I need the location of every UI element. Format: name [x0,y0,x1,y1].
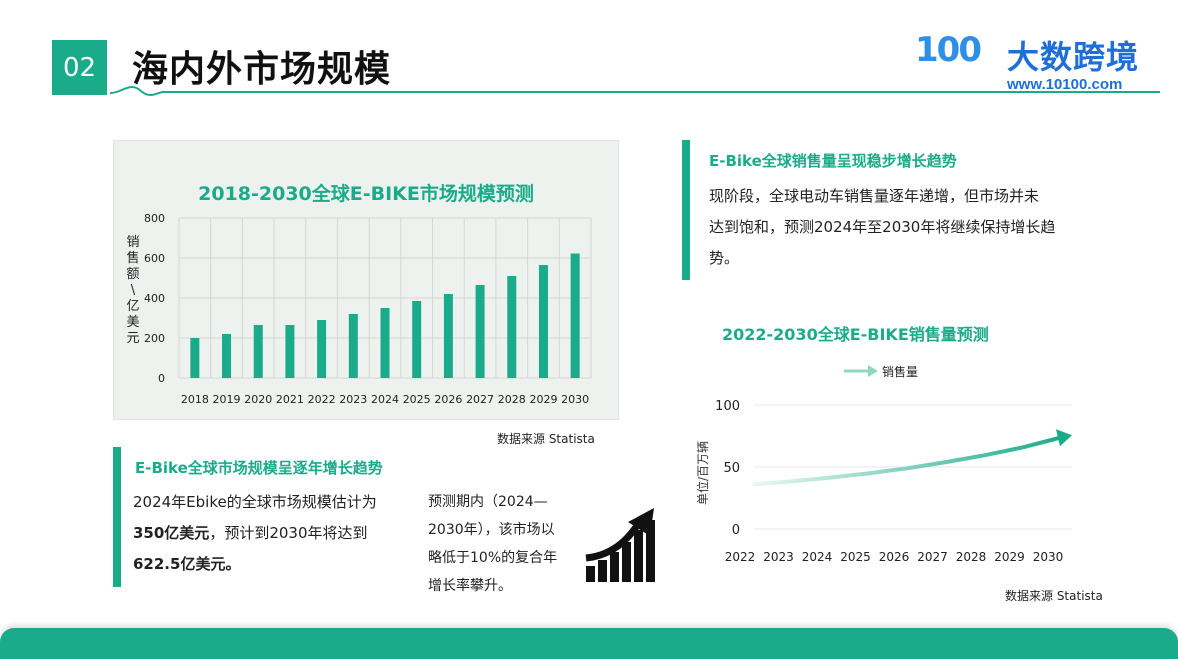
bar [475,285,485,378]
bar [285,325,295,378]
series-arrowhead [1056,429,1072,447]
line-chart-svg: 销售量 0 50 100 2022 2023 2024 2025 2026 2027 2028 202… [715,364,1072,564]
y-axis-label: 销售额 \ 亿美元 [125,235,141,347]
x-tick-label: 2021 [276,393,304,406]
logo-url: www.10100.com [1007,76,1123,93]
x-tick-label: 2018 [181,393,209,406]
market-size-chart: 2018-2030全球E-BIKE市场规模预测 销售额 \ 亿美元 0 200 400 6… [113,140,619,420]
x-tick-label: 2028 [956,550,987,564]
bar [443,294,453,378]
x-tick-label: 2022 [725,550,756,564]
x-tick-label: 2024 [371,393,399,406]
para-line: 350亿美元，预计到2030年将达到 [133,524,368,542]
y-axis-label-char: 美 [126,315,140,330]
y-tick-label: 200 [144,332,165,345]
x-tick-label: 2023 [339,393,367,406]
section-number-badge: 02 [52,40,107,95]
x-tick-label: 2020 [244,393,272,406]
bar [348,314,358,378]
x-tick-label: 2030 [561,393,589,406]
brand-logo: 100 大数跨境 www.10100.com [915,30,1155,100]
bar [507,276,517,378]
bar [538,265,548,378]
y-axis-label-char: 售 [126,251,140,266]
bar [222,334,232,378]
accent-bar [113,447,121,587]
legend-label: 销售量 [882,364,918,379]
chart-source: 数据来源 Statista [1005,589,1103,603]
y-tick-label: 800 [144,212,165,225]
para-line: 622.5亿美元。 [133,549,413,580]
x-tick-label: 2026 [879,550,910,564]
y-tick-label: 0 [732,523,740,538]
bar [317,320,327,378]
logo-name: 大数跨境 [1007,38,1140,76]
x-tick-label: 2029 [994,550,1025,564]
series-line [752,435,1064,487]
bar [412,301,422,378]
y-tick-label: 400 [144,292,165,305]
y-axis-label-char: 元 [126,331,140,346]
bar [253,325,263,378]
chart-source: 数据来源 Statista [497,432,595,446]
x-tick-label: 2022 [308,393,336,406]
x-tick-label: 2030 [1033,550,1064,564]
sales-trend-paragraph: 现阶段，全球电动车销售量逐年递增，但市场并未 达到饱和，预测2024年至2030… [709,187,1056,267]
x-tick-label: 2028 [498,393,526,406]
y-tick-label: 0 [158,372,165,385]
logo-mark-icon: 100 [915,30,982,70]
x-tick-label: 2019 [213,393,241,406]
title-underline [110,85,1160,97]
highlight-value: 350亿美元 [133,524,210,542]
sales-chart-title: 2022-2030全球E-BIKE销售量预测 [722,325,989,344]
x-tick-label: 2029 [529,393,557,406]
y-axis-label-char: 销 [126,235,140,250]
para-line: 2024年Ebike的全球市场规模估计为 [133,493,377,511]
y-axis-label-char: 额 [126,267,140,282]
x-tick-label: 2025 [840,550,871,564]
x-tick-label: 2023 [763,550,794,564]
x-tick-label: 2025 [403,393,431,406]
bar [380,308,390,378]
x-tick-label: 2024 [802,550,833,564]
highlight-value: 622.5亿美元。 [133,555,241,573]
y-axis-label-char: 亿 [126,299,140,314]
y-tick-label: 600 [144,252,165,265]
accent-bar [682,140,690,280]
chart-title: 2018-2030全球E-BIKE市场规模预测 [198,183,534,205]
market-trend-heading: E-Bike全球市场规模呈逐年增长趋势 [135,459,383,477]
y-axis-label-char: \ [130,283,136,298]
x-tick-label: 2027 [466,393,494,406]
bar [570,253,580,378]
sales-trend-heading: E-Bike全球销售量呈现稳步增长趋势 [709,152,957,170]
market-size-paragraph: 2024年Ebike的全球市场规模估计为 350亿美元，预计到2030年将达到 … [133,487,413,580]
page-title: 海内外市场规模 [132,49,392,90]
footer-band [0,628,1178,659]
y-tick-label: 100 [715,399,740,414]
growth-chart-arrow-icon [585,508,655,582]
forecast-paragraph: 预测期内（2024— 2030年），该市场以 略低于10%的复合年 增长率攀升。 [428,494,558,594]
bar [190,338,200,378]
bar-chart-svg: 0 200 400 600 800 2018 2019 2020 2021 2022 2023 202… [144,212,592,406]
legend-arrow [868,365,878,377]
y-tick-label: 50 [723,461,740,476]
x-tick-label: 2027 [917,550,948,564]
x-tick-label: 2026 [434,393,462,406]
